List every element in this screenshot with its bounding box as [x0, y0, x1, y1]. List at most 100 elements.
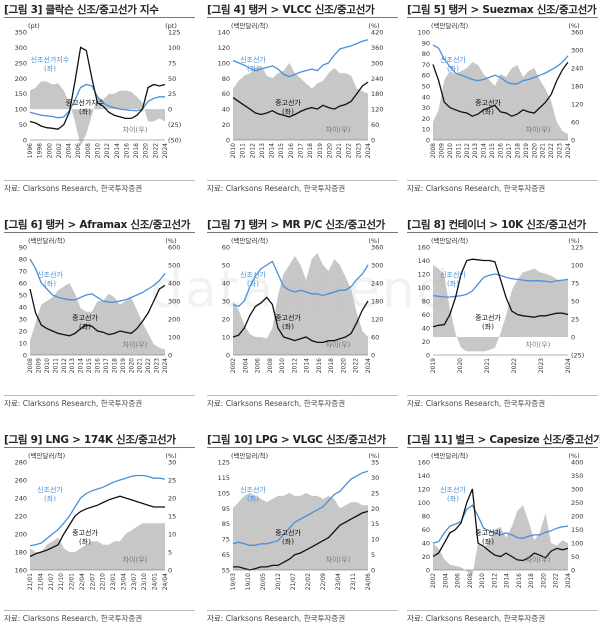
y-left-tick: 150 — [15, 90, 27, 98]
series-label: 신조선가 — [440, 485, 466, 494]
y-right-tick: 0 — [371, 567, 375, 575]
chart-title: [그림 3] 클락슨 신조/중고선가 지수 — [4, 2, 159, 17]
figure-title: 클락슨 신조/중고선가 지수 — [45, 4, 159, 16]
y-right-tick: 10 — [168, 531, 176, 539]
series-area-difference — [433, 265, 568, 352]
y-right-tick: 240 — [371, 280, 383, 288]
y-left-tick: 10 — [422, 126, 430, 134]
y-right-tick: 25 — [168, 90, 176, 98]
x-tick-label: 24/01 — [152, 573, 159, 590]
x-tick-label: 2012 — [249, 143, 256, 158]
x-tick-label: 23/04 — [120, 573, 127, 590]
y-left-tick: 120 — [418, 271, 430, 279]
x-tick-label: 2016 — [123, 143, 130, 158]
x-tick-label: 21/10 — [58, 573, 65, 590]
x-tick-label: 2024 — [565, 358, 572, 373]
y-right-tick: 180 — [371, 298, 383, 306]
x-tick-label: 2009 — [35, 358, 42, 373]
x-tick-label: 2020 — [531, 143, 538, 158]
y-left-tick: 30 — [422, 104, 430, 112]
title-rule — [207, 232, 398, 233]
y-left-tick: 0 — [226, 137, 230, 145]
y-right-tick: 60 — [371, 121, 379, 129]
y-left-tick: 10 — [222, 334, 230, 342]
chart-svg: (백만달러/척) (%)60504030201003603002401801206… — [222, 236, 384, 373]
x-tick-label: 2024 — [365, 358, 372, 373]
right-unit-label: (%) — [568, 22, 579, 30]
chart-title: [그림 7] 탱커 > MR P/C 신조/중고선가 — [207, 217, 385, 232]
series-label: 신조선가 — [37, 485, 63, 494]
x-tick-label: 2008 — [467, 573, 474, 588]
x-tick-label: 2014 — [504, 573, 511, 588]
series-label-axis: (좌) — [447, 64, 459, 73]
x-tick-label: 2004 — [66, 143, 73, 158]
y-left-tick: 160 — [418, 244, 430, 252]
y-right-tick: 25 — [371, 489, 379, 497]
series-label: 중고선가 — [275, 528, 301, 537]
y-left-tick: 50 — [222, 262, 230, 270]
y-right-tick: 0 — [168, 567, 172, 575]
y-right-tick: 5 — [168, 549, 172, 557]
series-label-axis: (좌) — [447, 494, 459, 503]
y-left-tick: 40 — [422, 325, 430, 333]
x-tick-label: 20/05 — [260, 573, 267, 590]
series-label: 중고선가 — [275, 98, 301, 107]
x-tick-label: 2008 — [430, 143, 437, 158]
y-left-tick: 100 — [15, 106, 27, 114]
y-left-tick: 30 — [222, 298, 230, 306]
y-right-tick: 300 — [571, 47, 583, 55]
y-left-tick: 20 — [422, 338, 430, 346]
y-right-tick: 350 — [571, 472, 583, 480]
y-right-tick: 400 — [168, 280, 180, 288]
y-left-tick: 100 — [218, 59, 230, 67]
x-tick-label: 2019 — [120, 358, 127, 373]
series-line-secondhand — [233, 510, 369, 571]
chart-svg: (백만달러/척) (%)90807060504030201006005004003… — [19, 236, 181, 373]
y-right-tick: 35 — [371, 459, 379, 467]
series-label: 차이(우) — [123, 555, 148, 564]
x-tick-label: 2018 — [528, 573, 535, 588]
y-left-tick: 0 — [23, 352, 27, 360]
x-tick-label: 23/04 — [335, 573, 342, 590]
x-tick-label: 21/07 — [48, 573, 55, 590]
source-rule — [4, 610, 195, 611]
series-label-axis: (좌) — [44, 494, 56, 503]
y-left-tick: 80 — [422, 513, 430, 521]
y-left-tick: 220 — [15, 513, 27, 521]
series-label-axis: (좌) — [79, 322, 91, 331]
series-line-secondhand — [432, 488, 569, 562]
series-label-axis: (좌) — [44, 64, 56, 73]
y-right-tick: 125 — [571, 244, 583, 252]
x-tick-label: 2022 — [346, 143, 353, 158]
series-line-secondhand — [432, 61, 569, 117]
y-left-tick: 120 — [218, 44, 230, 52]
x-tick-label: 2013 — [472, 143, 479, 158]
y-left-tick: 100 — [418, 29, 430, 37]
x-tick-label: 2018 — [111, 358, 118, 373]
right-unit-label: (%) — [368, 452, 379, 460]
y-left-tick: 55 — [222, 567, 230, 575]
chart-title: [그림 9] LNG > 174K 신조/중고선가 — [4, 432, 176, 447]
x-tick-label: 2011 — [240, 143, 247, 158]
left-unit-label: (백만달러/척) — [231, 21, 268, 30]
x-tick-label: 2002 — [230, 358, 237, 373]
y-left-tick: 80 — [422, 298, 430, 306]
x-tick-label: 2017 — [298, 143, 305, 158]
x-tick-label: 1998 — [37, 143, 44, 158]
chart-source: 자료: Clarksons Research, 한국투자증권 — [4, 614, 143, 623]
x-tick-label: 2022 — [548, 143, 555, 158]
y-left-tick: 85 — [222, 520, 230, 528]
y-right-tick: 20 — [168, 495, 176, 503]
chart-source: 자료: Clarksons Research, 한국투자증권 — [407, 399, 546, 408]
x-tick-label: 2017 — [506, 143, 513, 158]
x-tick-label: 2006 — [455, 573, 462, 588]
y-left-tick: 70 — [422, 61, 430, 69]
x-tick-label: 2004 — [442, 573, 449, 588]
x-tick-label: 24/04 — [162, 573, 169, 590]
x-tick-label: 2016 — [316, 358, 323, 373]
series-area-difference — [433, 505, 568, 576]
y-right-tick: 400 — [571, 459, 583, 467]
y-right-tick: 15 — [371, 520, 379, 528]
y-right-tick: 500 — [168, 262, 180, 270]
right-unit-label: (%) — [568, 237, 579, 245]
